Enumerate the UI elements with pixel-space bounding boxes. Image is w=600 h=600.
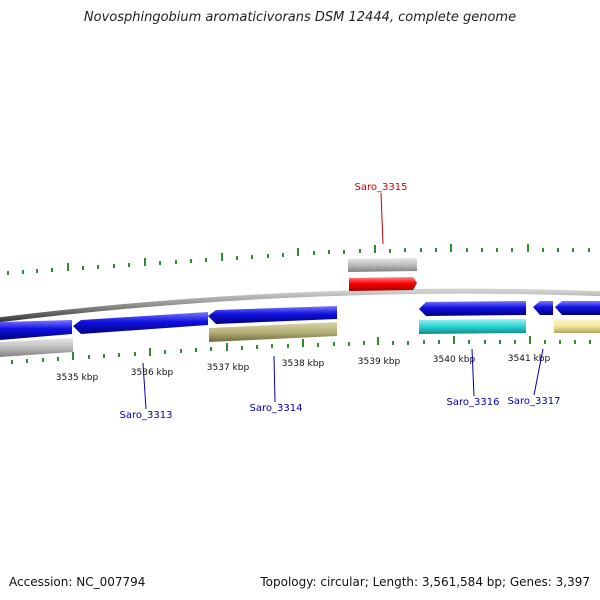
- leader-line-saro-3317: [533, 348, 544, 396]
- gene-feature-red-saro-3315[interactable]: [349, 277, 417, 291]
- leader-line-saro-3315: [380, 192, 384, 245]
- inner-tick-row: [11, 336, 591, 364]
- accession-text: Accession: NC_007794: [9, 575, 146, 589]
- gene-feature-paleyellow-right-edge[interactable]: [554, 319, 600, 333]
- gene-feature-blue-right-edge[interactable]: [555, 301, 600, 315]
- map-title: Novosphingobium aromaticivorans DSM 1244…: [83, 10, 517, 25]
- gene-feature-cyan-saro-3316[interactable]: [419, 319, 526, 334]
- gene-label-saro-3314[interactable]: Saro_3314: [250, 403, 303, 414]
- ruler-label: 3537 kbp: [207, 363, 250, 373]
- ruler-label: 3539 kbp: [358, 357, 401, 367]
- leader-line-saro-3316: [471, 348, 475, 397]
- ruler-label: 3540 kbp: [433, 355, 476, 365]
- ruler-label: 3541 kbp: [508, 354, 551, 364]
- ruler-label: 3535 kbp: [56, 373, 99, 383]
- gene-label-saro-3317[interactable]: Saro_3317: [508, 396, 561, 407]
- outer-tick-row: [7, 244, 590, 275]
- gene-label-saro-3315[interactable]: Saro_3315: [355, 182, 408, 193]
- gene-feature-blue-saro-3317[interactable]: [533, 301, 553, 315]
- gene-feature-grey-upper[interactable]: [348, 258, 417, 272]
- genome-backbone: [0, 288, 600, 323]
- gene-feature-blue-upper-saro-3314[interactable]: [208, 306, 337, 324]
- gene-label-saro-3313[interactable]: Saro_3313: [120, 410, 173, 421]
- gene-feature-olive-saro-3314[interactable]: [209, 322, 337, 342]
- leader-line-saro-3314: [273, 355, 276, 403]
- gene-feature-blue-saro-3316[interactable]: [419, 301, 526, 316]
- ruler-label: 3538 kbp: [282, 359, 325, 369]
- gene-feature-grey-lower-left[interactable]: [0, 338, 73, 357]
- gene-label-saro-3316[interactable]: Saro_3316: [447, 397, 500, 408]
- genome-summary-text: Topology: circular; Length: 3,561,584 bp…: [260, 575, 590, 589]
- gene-feature-blue-saro-3313[interactable]: [73, 312, 208, 334]
- gene-feature-blue-left-edge[interactable]: [0, 320, 72, 340]
- ruler-label: 3536 kbp: [131, 368, 174, 378]
- leader-line-saro-3313: [142, 362, 147, 410]
